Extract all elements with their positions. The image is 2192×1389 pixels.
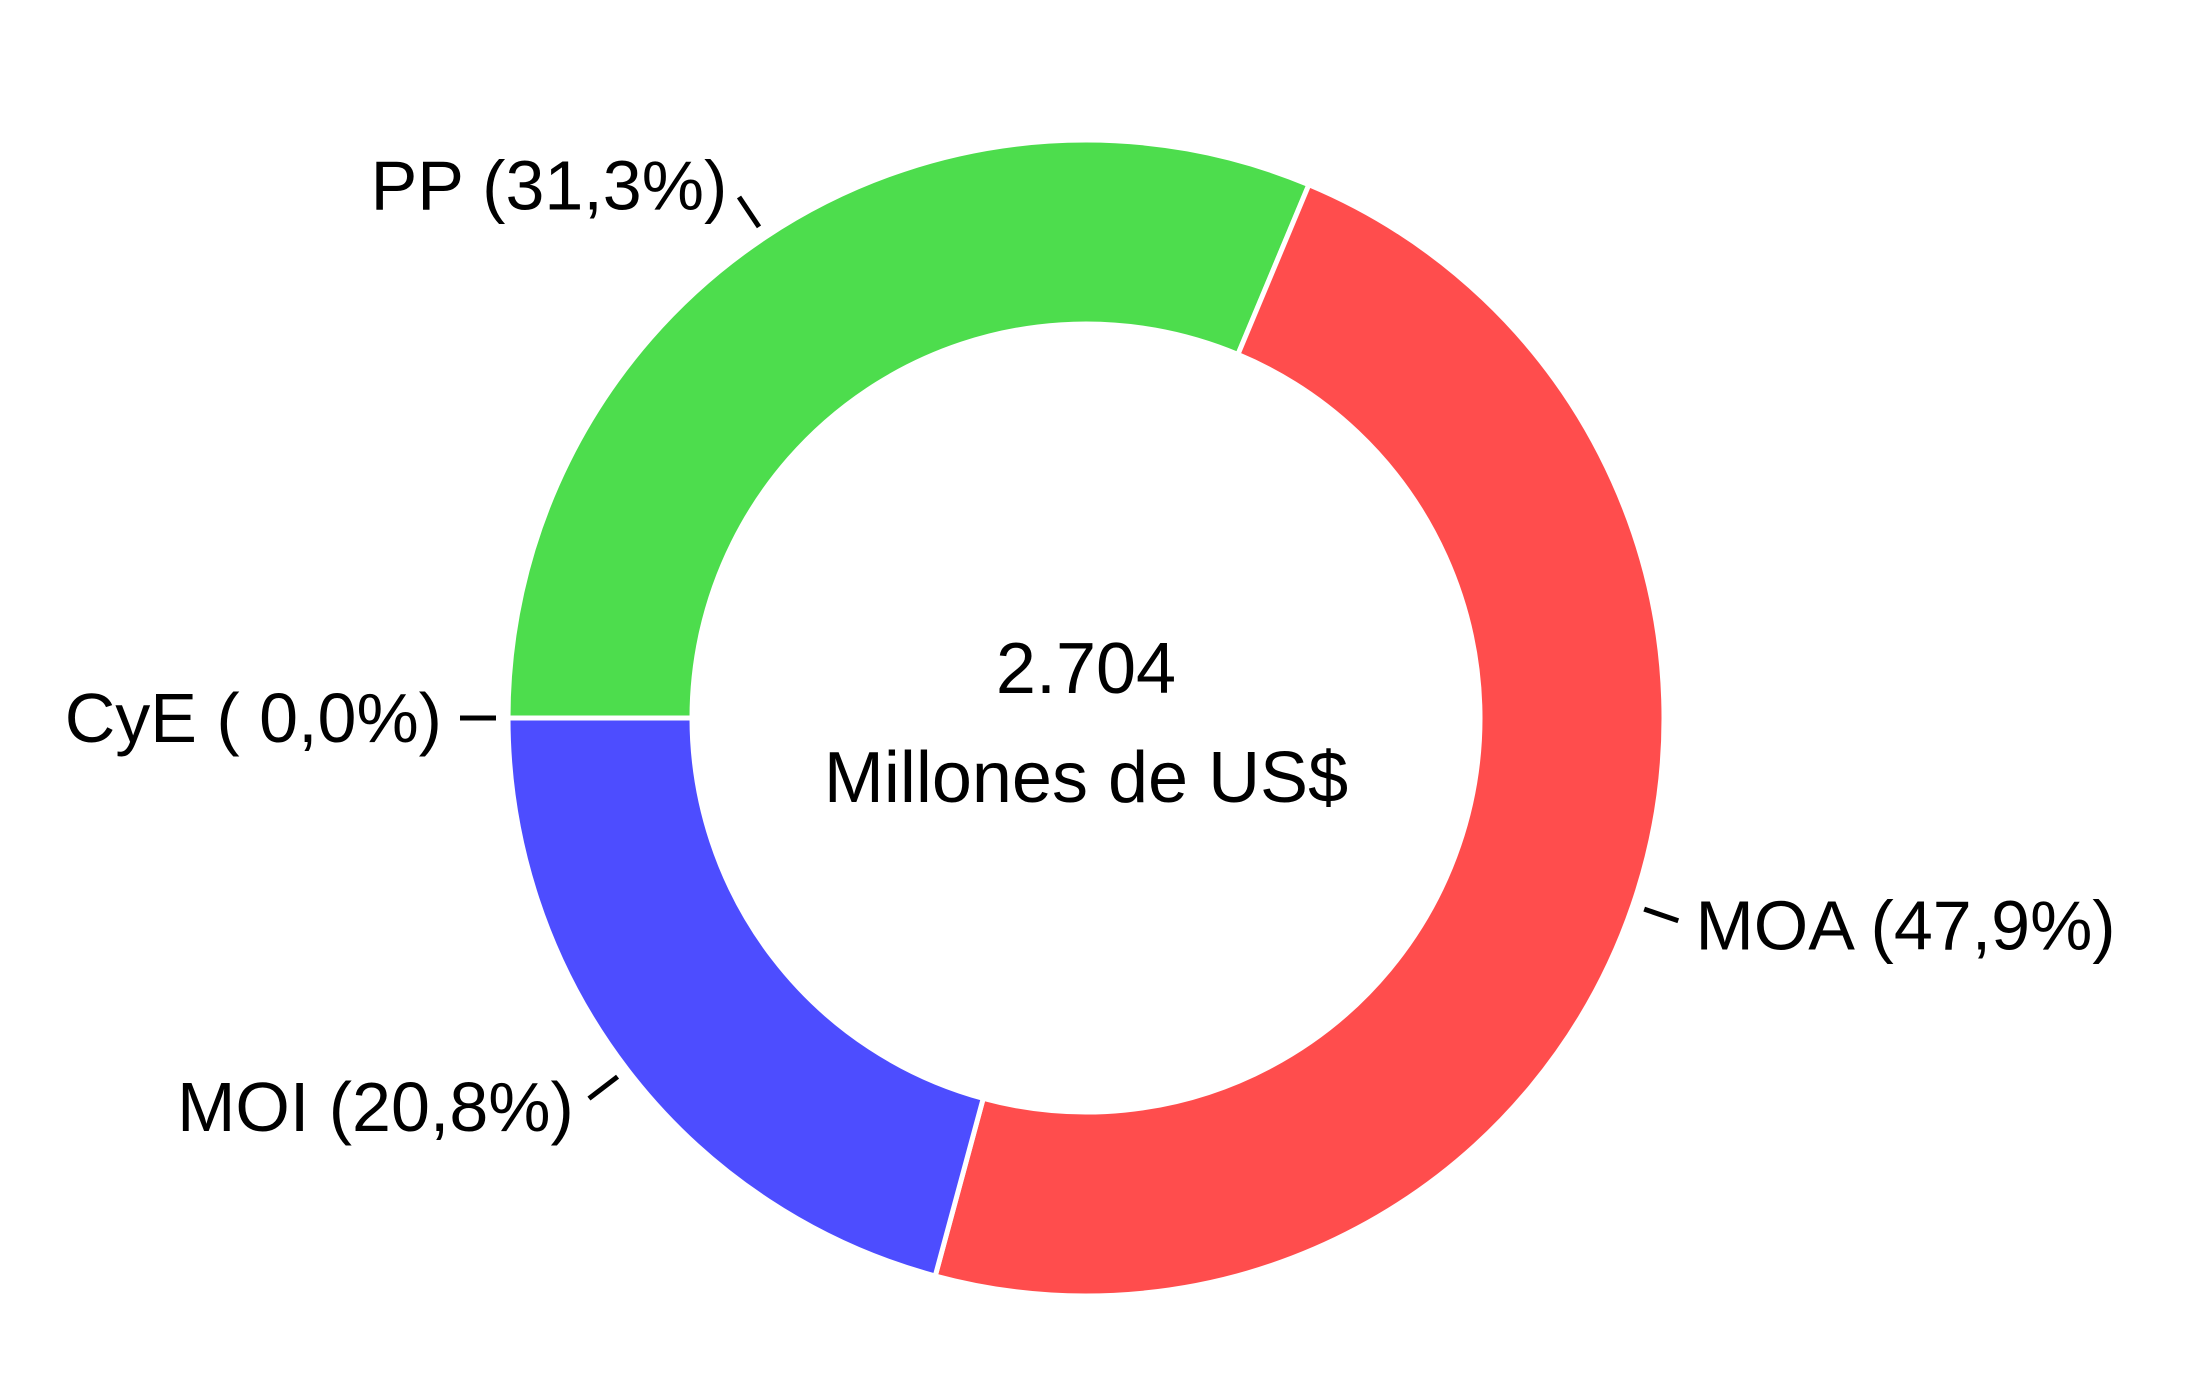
leader-line-moi bbox=[587, 1074, 620, 1101]
leader-line-pp bbox=[736, 195, 762, 229]
slice-moi bbox=[505, 715, 987, 1280]
center-total-value: 2.704 bbox=[996, 629, 1176, 709]
slice-label-cye: CyE ( 0,0%) bbox=[65, 679, 442, 757]
slices-layer bbox=[505, 137, 1667, 1299]
leader-line-moa bbox=[1643, 906, 1680, 924]
leader-lines-layer bbox=[460, 195, 1680, 1101]
slice-pp bbox=[505, 137, 1313, 721]
slice-label-pp: PP (31,3%) bbox=[371, 146, 728, 224]
slice-labels-layer: PP (31,3%) MOA (47,9%) MOI (20,8%) CyE ( 0,… bbox=[65, 146, 2116, 1146]
slice-label-moa: MOA (47,9%) bbox=[1695, 886, 2115, 964]
slice-moa bbox=[932, 181, 1667, 1299]
center-total-unit: Millones de US$ bbox=[824, 738, 1348, 818]
slice-label-moi: MOI (20,8%) bbox=[177, 1068, 574, 1146]
